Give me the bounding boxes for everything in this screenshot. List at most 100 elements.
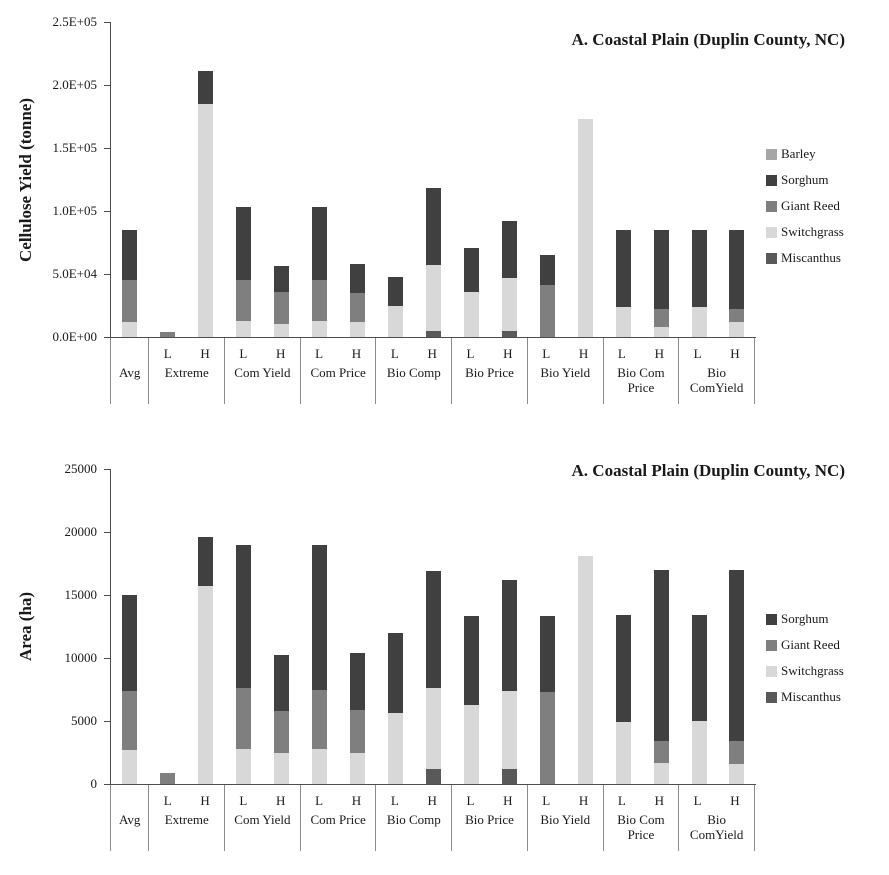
x-tick-label: L (542, 346, 551, 361)
x-tick-label: H (351, 346, 362, 361)
x-tick-label: L (693, 793, 702, 808)
x-tick-label: L (466, 793, 475, 808)
bar-segment-switchgrass (653, 326, 669, 337)
bar-segment-giant-reed (160, 331, 176, 337)
y-axis: 0 5000 10000 15000 20000 25000 (0, 461, 110, 791)
x-axis-group: L H Com Price (301, 785, 377, 851)
legend-item: Miscanthus (766, 250, 844, 266)
y-tick-label: 10000 (64, 650, 98, 665)
bar-segment-sorghum (312, 207, 328, 281)
stacked-bar (198, 537, 214, 784)
stacked-bar (312, 207, 328, 337)
bar-group (452, 469, 528, 784)
x-group-label: Com Price (310, 365, 366, 380)
stacked-bar (425, 188, 441, 337)
bar-segment-giant-reed (236, 280, 252, 321)
x-group-label: Extreme (164, 365, 209, 380)
bar-group (301, 22, 377, 337)
bar-segment-switchgrass (729, 321, 745, 337)
x-axis-group: Avg (111, 785, 150, 851)
legend-label: Giant Reed (781, 198, 840, 213)
bar-segment-miscanthus (501, 330, 517, 337)
legend-item: Miscanthus (766, 689, 844, 705)
bar-segment-sorghum (312, 544, 328, 690)
bar-segment-sorghum (350, 263, 366, 293)
bar-segment-switchgrass (425, 265, 441, 331)
bar-segment-switchgrass (350, 321, 366, 337)
bar-group (528, 22, 604, 337)
bar-segment-switchgrass (577, 119, 593, 337)
bar-segment-switchgrass (388, 305, 404, 337)
legend-swatch (766, 691, 777, 703)
bar-segment-switchgrass (615, 722, 631, 784)
bar-segment-giant-reed (122, 280, 138, 322)
x-tick-label: L (239, 793, 248, 808)
x-tick-label: H (578, 793, 589, 808)
y-tick-mark (104, 337, 110, 338)
plot-area (110, 22, 756, 338)
stacked-bar (577, 119, 593, 337)
bar-segment-sorghum (653, 569, 669, 742)
legend-label: Switchgrass (781, 224, 844, 239)
bar-segment-sorghum (501, 579, 517, 691)
bar-segment-switchgrass (274, 752, 290, 784)
chart-area: A. Coastal Plain (Duplin County, NC) Are… (0, 437, 889, 875)
legend-label: Miscanthus (781, 250, 841, 265)
stacked-bar (122, 229, 138, 337)
bar-segment-giant-reed (160, 772, 176, 784)
legend-swatch (766, 226, 777, 238)
x-axis-group: L H Bio Price (452, 785, 528, 851)
bar-segment-miscanthus (501, 768, 517, 784)
x-tick-label: H (427, 793, 437, 808)
bar-segment-giant-reed (274, 710, 290, 753)
stacked-bar (729, 569, 745, 784)
stacked-bar (463, 247, 479, 337)
bar-segment-switchgrass (350, 752, 366, 784)
bar-segment-switchgrass (312, 320, 328, 337)
stacked-bar (501, 579, 517, 784)
bar-segment-sorghum (425, 571, 441, 689)
chart-title: A. Coastal Plain (Duplin County, NC) (571, 30, 845, 49)
legend: Sorghum Giant Reed Switchgrass Miscanthus (766, 611, 844, 705)
bar-segment-giant-reed (729, 741, 745, 764)
x-tick-label: H (427, 346, 437, 361)
legend: Barley Sorghum Giant Reed Switchgrass Miscan… (766, 146, 844, 266)
y-tick-mark (104, 274, 110, 275)
bar-segment-switchgrass (615, 306, 631, 337)
bar-segment-giant-reed (350, 292, 366, 322)
x-axis-group: L H Com Yield (225, 338, 301, 404)
x-tick-label: H (200, 793, 210, 808)
stacked-bar (615, 615, 631, 784)
y-tick-mark (104, 784, 110, 785)
bar-segment-sorghum (236, 544, 252, 689)
x-tick-label: L (466, 346, 475, 361)
x-group-label: Bio Comp (386, 812, 441, 827)
bar-segment-giant-reed (274, 291, 290, 325)
bar-group (149, 22, 225, 337)
x-tick-label: L (315, 346, 324, 361)
x-group-label: Bio Com Price (617, 365, 665, 395)
bar-segment-switchgrass (501, 690, 517, 769)
bar-group (377, 469, 453, 784)
x-group-label: Avg (118, 365, 141, 380)
bar-group (377, 22, 453, 337)
bar-group (452, 22, 528, 337)
x-group-label: Com Yield (234, 812, 291, 827)
bar-segment-giant-reed (350, 709, 366, 753)
bar-segment-switchgrass (691, 721, 707, 784)
bar-segment-sorghum (388, 632, 404, 714)
stacked-bar (160, 772, 176, 784)
y-tick-label: 2.5E+05 (52, 14, 97, 29)
stacked-bar (463, 616, 479, 784)
stacked-bar (236, 207, 252, 337)
y-tick-mark (104, 22, 110, 23)
legend-swatch (766, 174, 777, 186)
y-tick-mark (104, 658, 110, 659)
x-group-label: Bio Comp (386, 365, 441, 380)
bar-group (528, 469, 604, 784)
